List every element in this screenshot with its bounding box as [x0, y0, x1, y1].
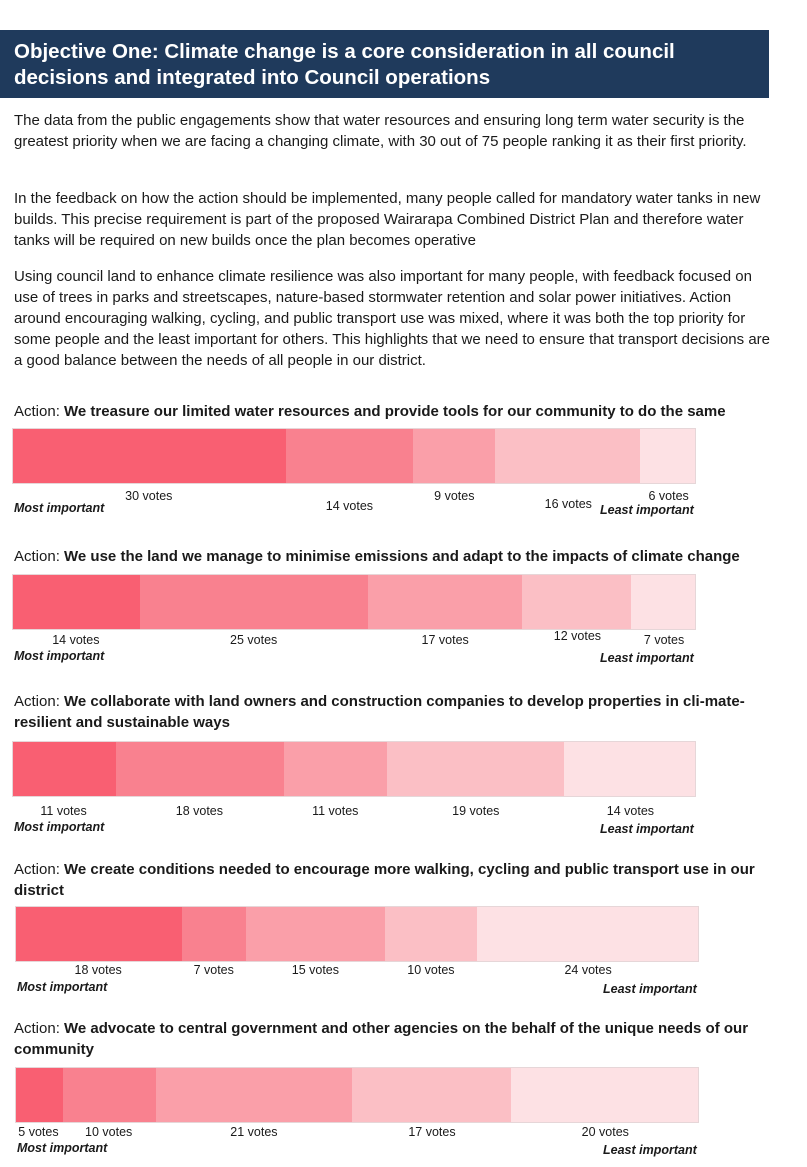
action-3-prefix: Action: [14, 693, 65, 710]
action-1-most-important-label: Most important [14, 501, 105, 515]
action-4-segment-3 [246, 907, 385, 961]
action-5-prefix: Action: [14, 1020, 65, 1037]
action-1-vote-label-4: 16 votes [544, 497, 592, 511]
action-5-segment-3 [156, 1068, 353, 1122]
action-4-vote-label-4: 10 votes [407, 963, 455, 977]
action-3-title: Action: We collaborate with land owners … [14, 691, 774, 733]
action-5-most-important-label: Most important [17, 1141, 108, 1155]
page-title-line-1: Objective One: Climate change is a core … [14, 40, 675, 63]
action-4-most-important-label: Most important [17, 980, 108, 994]
action-3-segment-3 [283, 742, 387, 796]
action-5-vote-label-2: 10 votes [85, 1125, 133, 1139]
action-5-vote-label-5: 20 votes [581, 1125, 629, 1139]
action-2-least-important-label: Least important [600, 651, 694, 665]
action-5-segment-5 [511, 1068, 698, 1122]
action-2-segment-4 [522, 575, 632, 629]
action-3-segment-2 [115, 742, 284, 796]
action-5-segment-1 [16, 1068, 63, 1122]
action-2-most-important-label: Most important [14, 649, 105, 663]
action-2-text: We use the land we manage to minimise em… [64, 548, 740, 565]
action-5-text: We advocate to central government and ot… [14, 1020, 749, 1058]
action-4-vote-label-3: 15 votes [291, 963, 340, 977]
action-2-vote-label-4: 12 votes [553, 629, 602, 643]
action-5-title: Action: We advocate to central governmen… [14, 1018, 774, 1060]
action-5-vote-label-4: 17 votes [408, 1125, 456, 1139]
action-1-vote-label-3: 9 votes [434, 489, 475, 503]
action-2-stacked-bar [12, 574, 696, 630]
action-5-least-important-label: Least important [603, 1143, 697, 1157]
action-1-vote-label-5: 6 votes [648, 489, 689, 503]
action-2-prefix: Action: [14, 548, 65, 565]
action-3-text: We collaborate with land owners and cons… [14, 693, 745, 731]
action-2-segment-3 [367, 575, 523, 629]
action-3-least-important-label: Least important [600, 822, 694, 836]
intro-paragraph-3: Using council land to enhance climate re… [14, 268, 770, 369]
action-3-vote-label-1: 11 votes [40, 804, 87, 818]
action-2-vote-label-1: 14 votes [52, 633, 100, 647]
action-3-segment-4 [386, 742, 565, 796]
action-1-segment-4 [494, 429, 641, 483]
action-3-most-important-label: Most important [14, 820, 105, 834]
action-3-vote-label-3: 11 votes [312, 804, 359, 818]
action-2-segment-2 [140, 575, 368, 629]
action-2-vote-label-2: 25 votes [230, 633, 278, 647]
action-5-vote-label-3: 21 votes [230, 1125, 278, 1139]
action-4-text: We create conditions needed to encourage… [14, 861, 755, 899]
action-1-least-important-label: Least important [600, 503, 694, 517]
action-2-segment-5 [631, 575, 695, 629]
action-2-segment-1 [13, 575, 141, 629]
action-5-stacked-bar [15, 1067, 699, 1123]
action-4-segment-4 [384, 907, 477, 961]
action-3-segment-1 [13, 742, 116, 796]
action-1-segment-3 [413, 429, 495, 483]
action-4-vote-label-1: 18 votes [74, 963, 122, 977]
action-4-stacked-bar [15, 906, 699, 962]
page-header: Objective One: Climate change is a core … [0, 30, 769, 98]
action-2-vote-label-3: 17 votes [421, 633, 469, 647]
action-1-text: We treasure our limited water resources … [64, 403, 726, 420]
action-4-least-important-label: Least important [603, 982, 697, 996]
action-4-vote-label-2: 7 votes [193, 963, 234, 977]
action-2-vote-label-5: 7 votes [643, 633, 685, 647]
action-1-vote-label-2: 14 votes [325, 499, 374, 513]
action-4-vote-label-5: 24 votes [564, 963, 612, 977]
page-title-line-2: decisions and integrated into Council op… [14, 66, 491, 89]
action-3-vote-label-2: 18 votes [175, 804, 224, 818]
action-3-vote-label-5: 14 votes [606, 804, 655, 818]
intro-paragraph-1: The data from the public engagements sho… [14, 112, 747, 150]
action-4-segment-2 [181, 907, 247, 961]
action-5-segment-4 [352, 1068, 512, 1122]
action-5-segment-2 [62, 1068, 157, 1122]
action-3-vote-label-4: 19 votes [452, 804, 500, 818]
action-1-vote-label-1: 30 votes [125, 489, 173, 503]
action-2-title: Action: We use the land we manage to min… [14, 546, 774, 567]
action-3-segment-5 [564, 742, 695, 796]
action-4-segment-5 [476, 907, 698, 961]
action-1-segment-5 [640, 429, 695, 483]
action-4-prefix: Action: [14, 861, 65, 878]
action-1-segment-1 [13, 429, 286, 483]
intro-paragraph-2: In the feedback on how the action should… [14, 190, 761, 249]
action-1-stacked-bar [12, 428, 696, 484]
action-3-stacked-bar [12, 741, 696, 797]
action-4-segment-1 [16, 907, 182, 961]
action-1-segment-2 [285, 429, 414, 483]
action-4-title: Action: We create conditions needed to e… [14, 859, 774, 901]
action-5-vote-label-1: 5 votes [18, 1125, 59, 1139]
action-1-title: Action: We treasure our limited water re… [14, 401, 774, 422]
action-1-prefix: Action: [14, 403, 65, 420]
